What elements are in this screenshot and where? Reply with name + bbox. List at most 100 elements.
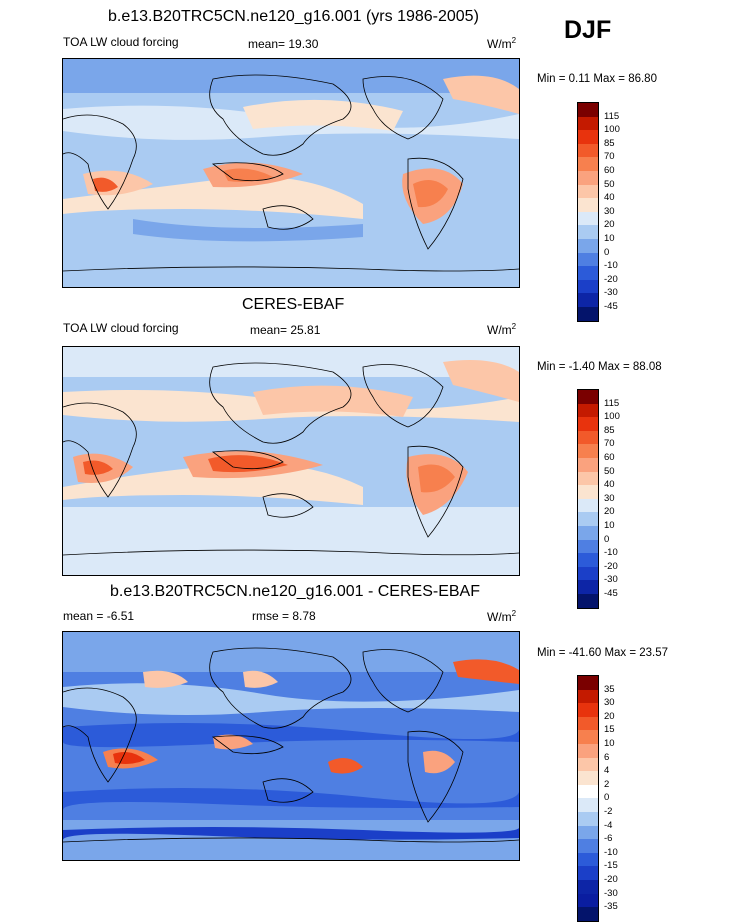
colorbar-tick-label: -30: [604, 574, 618, 586]
colorbar-swatch: [578, 839, 598, 853]
colorbar-swatch: [578, 170, 598, 185]
colorbar-tick-label: 70: [604, 151, 615, 163]
colorbar-tick-label: -4: [604, 819, 613, 831]
colorbar-swatch: [578, 485, 598, 499]
colorbar-tick-label: -45: [604, 588, 618, 599]
colorbar-tick-label: 4: [604, 765, 610, 777]
colorbar-tick-label: 50: [604, 178, 615, 190]
panel1-units: W/m2: [487, 36, 517, 51]
colorbar-swatch: [578, 293, 598, 307]
panel1-title: b.e13.B20TRC5CN.ne120_g16.001 (yrs 1986-…: [108, 8, 479, 25]
colorbar-tick-label: 40: [604, 479, 615, 491]
panel3-minmax: Min = -41.60 Max = 23.57: [537, 647, 669, 659]
colorbar-tick-label: -10: [604, 260, 618, 272]
panel1-minmax: Min = 0.11 Max = 86.80: [537, 73, 657, 85]
colorbar-tick-label: 30: [604, 205, 615, 217]
colorbar-swatch: [578, 444, 598, 458]
colorbar-swatch: [578, 798, 598, 812]
colorbar-swatch: [578, 211, 598, 226]
colorbar-swatch: [578, 771, 598, 785]
panel1-mean-label: mean= 19.30: [248, 37, 319, 51]
colorbar-tick-label: -6: [604, 833, 613, 845]
colorbar-tick-label: 30: [604, 492, 615, 504]
colorbar-tick-label: 115: [604, 397, 620, 409]
colorbar-tick-label: 2: [604, 778, 610, 790]
colorbar-swatch: [578, 784, 598, 799]
colorbar-tick-label: 115: [604, 110, 620, 122]
colorbar-tick-label: -30: [604, 287, 618, 299]
panel1-variable-label: TOA LW cloud forcing: [63, 35, 179, 49]
colorbar-swatch: [578, 143, 598, 158]
colorbar-tick-label: 20: [604, 710, 615, 722]
colorbar-swatch: [578, 566, 598, 581]
panel2-minmax: Min = -1.40 Max = 88.08: [537, 361, 662, 373]
colorbar-tick-label: 10: [604, 520, 615, 531]
colorbar-tick-label: 60: [604, 165, 615, 176]
colorbar-swatch: [578, 879, 598, 894]
colorbar-swatch: [578, 430, 598, 445]
colorbar-swatch: [578, 184, 598, 199]
colorbar-swatch: [578, 252, 598, 267]
colorbar-tick-label: 10: [604, 738, 615, 749]
colorbar-tick-label: -20: [604, 874, 618, 885]
colorbar-swatch: [578, 116, 598, 131]
colorbar-swatch: [578, 198, 598, 212]
colorbar-tick-label: 100: [604, 411, 620, 423]
colorbar-swatch: [578, 238, 598, 253]
colorbar-swatch: [578, 730, 598, 744]
colorbar-swatch: [578, 703, 598, 717]
panel2-units: W/m2: [487, 322, 517, 337]
colorbar-swatch: [578, 539, 598, 554]
colorbar-swatch: [578, 390, 598, 404]
panel3-mean-label: mean = -6.51: [63, 609, 135, 623]
colorbar-swatch: [578, 403, 598, 418]
colorbar-swatch: [578, 716, 598, 731]
colorbar-tick-label: 30: [604, 697, 615, 709]
colorbar-tick-label: 85: [604, 424, 615, 436]
panel3-units: W/m2: [487, 609, 517, 624]
colorbar-tick-label: 85: [604, 137, 615, 149]
colorbar-tick-label: -45: [604, 301, 618, 312]
colorbar-swatch: [578, 417, 598, 431]
colorbar-tick-label: -20: [604, 560, 618, 572]
colorbar-tick-label: -35: [604, 901, 618, 913]
colorbar-swatch: [578, 553, 598, 567]
colorbar-tick-label: -2: [604, 806, 613, 817]
colorbar-tick-label: 100: [604, 124, 620, 136]
panel1-map: [62, 58, 520, 288]
panel3-colorbar: 35 30 20 15 10 6 4 2 0 -2 -4 -6 -10 -15 -20 -30 -35: [577, 675, 618, 922]
colorbar-swatch: [578, 103, 598, 117]
colorbar-swatch: [578, 525, 598, 540]
colorbar-swatch: [578, 743, 598, 758]
colorbar-swatch: [578, 757, 598, 772]
colorbar-tick-label: 0: [604, 533, 610, 545]
colorbar-tick-label: -30: [604, 887, 618, 899]
colorbar-swatch: [578, 471, 598, 486]
colorbar-swatch: [578, 306, 598, 321]
colorbar-swatch: [578, 676, 598, 690]
colorbar-swatch: [578, 866, 598, 880]
colorbar-swatch: [578, 825, 598, 840]
panel3-map: [62, 631, 520, 861]
colorbar-tick-label: 20: [604, 219, 615, 231]
colorbar-swatch: [578, 266, 598, 280]
colorbar-tick-label: 20: [604, 506, 615, 518]
colorbar-tick-label: 6: [604, 751, 610, 763]
panel2-colorbar: 115 100 85 70 60 50 40 30 20 10 0 -10 -20 -30 -45: [577, 389, 620, 609]
season-label: DJF: [564, 16, 612, 44]
colorbar-tick-label: 0: [604, 792, 610, 804]
colorbar-swatch: [578, 498, 598, 513]
colorbar-tick-label: -10: [604, 547, 618, 559]
colorbar-swatch: [578, 512, 598, 526]
colorbar-swatch: [578, 130, 598, 144]
colorbar-tick-label: 35: [604, 683, 615, 695]
colorbar-tick-label: -20: [604, 273, 618, 285]
colorbar-tick-label: 40: [604, 192, 615, 204]
colorbar-tick-label: -10: [604, 846, 618, 858]
panel1-colorbar: 115 100 85 70 60 50 40 30 20 10 0 -10 -20 -30 -45: [577, 102, 620, 322]
colorbar-swatch: [578, 279, 598, 294]
colorbar-tick-label: 50: [604, 465, 615, 477]
colorbar-swatch: [578, 811, 598, 826]
panel2-title: CERES-EBAF: [242, 296, 345, 313]
colorbar-tick-label: 70: [604, 438, 615, 450]
